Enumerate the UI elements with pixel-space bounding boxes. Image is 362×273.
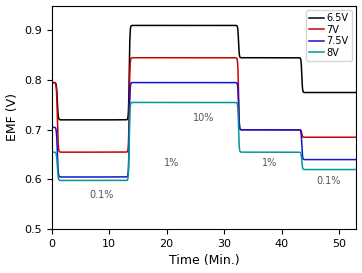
6.5V [70, 118, 75, 121]
X-axis label: Time (Min.): Time (Min.) [169, 254, 239, 268]
Text: 0.1%: 0.1% [316, 176, 341, 186]
7V [140, 56, 144, 59]
7.5V [140, 81, 145, 84]
6.5V [316, 91, 320, 94]
Line: 7.5V: 7.5V [51, 82, 357, 177]
Text: 0.1%: 0.1% [89, 190, 113, 200]
Line: 8V: 8V [51, 102, 357, 180]
7.5V [84, 175, 89, 179]
6.5V [167, 24, 171, 27]
6.5V [102, 118, 107, 121]
6.5V [49, 81, 54, 84]
8V [316, 168, 320, 171]
6.5V [140, 24, 145, 27]
8V [49, 150, 54, 154]
8V [140, 101, 144, 104]
8V [180, 101, 184, 104]
6.5V [349, 91, 353, 94]
8V [167, 101, 171, 104]
6.5V [180, 24, 184, 27]
7.5V [354, 158, 359, 161]
6.5V [84, 118, 89, 121]
7.5V [102, 175, 107, 179]
7V [49, 81, 54, 84]
7V [180, 56, 184, 59]
7V [167, 56, 171, 59]
8V [102, 179, 107, 182]
7V [354, 136, 359, 139]
8V [70, 179, 75, 182]
8V [84, 179, 89, 182]
7V [84, 150, 89, 154]
7.5V [49, 126, 54, 129]
8V [354, 168, 359, 171]
7V [349, 136, 353, 139]
7.5V [70, 175, 75, 179]
7.5V [349, 158, 353, 161]
Legend: 6.5V, 7V, 7.5V, 8V: 6.5V, 7V, 7.5V, 8V [306, 10, 352, 61]
7V [316, 136, 320, 139]
Line: 7V: 7V [51, 58, 357, 152]
Text: 1%: 1% [261, 158, 277, 168]
Text: 1%: 1% [164, 158, 179, 168]
6.5V [354, 91, 359, 94]
Y-axis label: EMF (V): EMF (V) [5, 93, 18, 141]
8V [349, 168, 353, 171]
7.5V [167, 81, 171, 84]
Text: 10%: 10% [193, 113, 214, 123]
7V [102, 150, 107, 154]
7.5V [316, 158, 320, 161]
7.5V [180, 81, 184, 84]
7V [70, 150, 75, 154]
Line: 6.5V: 6.5V [51, 25, 357, 120]
